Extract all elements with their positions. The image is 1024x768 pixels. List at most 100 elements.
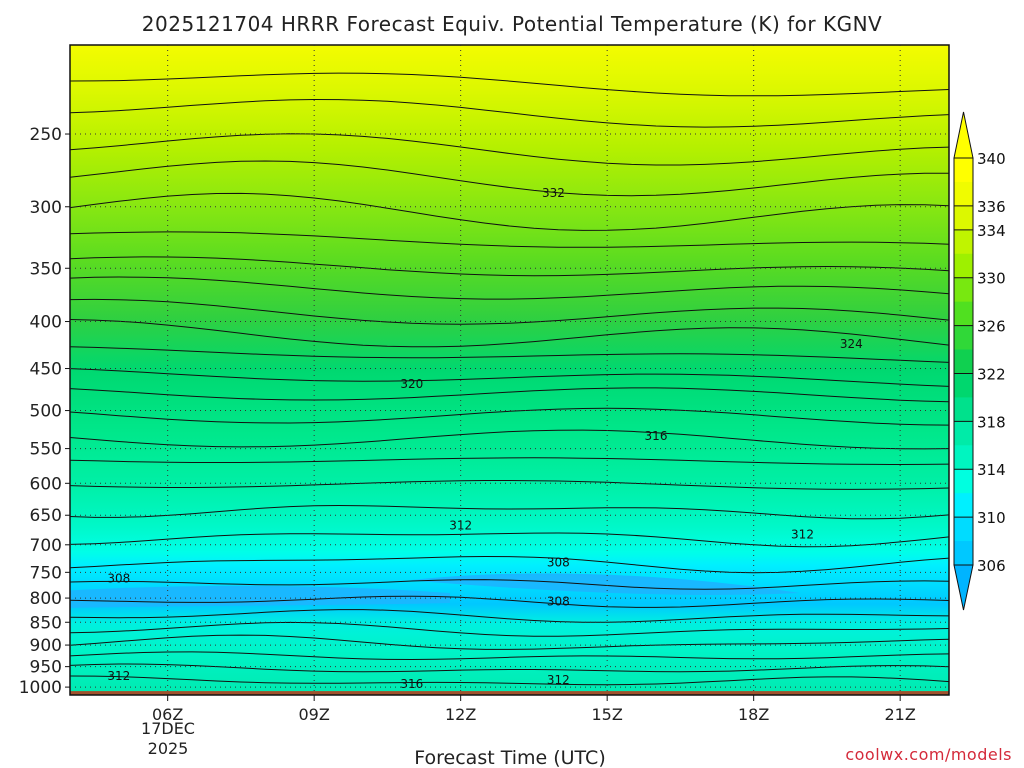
ground-strip — [70, 691, 949, 695]
colorbar-segment — [954, 229, 973, 255]
x-tick-label: 18Z — [738, 705, 769, 724]
x-date-year: 2025 — [148, 739, 189, 758]
contour-line — [69, 663, 950, 673]
colorbar-segment — [954, 469, 973, 494]
contour-label: 308 — [547, 595, 570, 609]
contour-line — [69, 609, 950, 623]
colorbar-segment — [954, 181, 973, 207]
y-tick-label: 300 — [30, 198, 62, 218]
credit-text: coolwx.com/models — [845, 745, 1012, 764]
colorbar-segment — [954, 325, 973, 351]
contour-label: 316 — [400, 677, 423, 691]
contour-line — [69, 160, 950, 197]
contour-label: 312 — [547, 673, 570, 687]
contour-line — [69, 133, 950, 166]
colorbar-label: 340 — [977, 150, 1006, 168]
contour-label: 308 — [107, 572, 130, 586]
x-tick-label: 06Z — [152, 705, 183, 724]
colorbar-segment — [954, 541, 973, 566]
y-tick-label: 700 — [30, 536, 62, 556]
contour-line — [69, 98, 950, 128]
contour-line — [69, 634, 950, 650]
colorbar-segment — [954, 205, 973, 231]
y-tick-label: 800 — [30, 589, 62, 609]
contour-line — [69, 480, 950, 490]
y-tick-label: 550 — [30, 440, 62, 460]
x-date-day: 17DEC — [141, 719, 195, 738]
colorbar-segment — [954, 421, 973, 446]
contour-label: 308 — [547, 556, 570, 570]
contour-label: 320 — [400, 377, 423, 391]
colorbar-segment — [954, 277, 973, 303]
y-tick-label: 750 — [30, 563, 62, 583]
colorbar-segment — [954, 397, 973, 422]
chart-title: 2025121704 HRRR Forecast Equiv. Potentia… — [142, 12, 882, 36]
colorbar-segment — [954, 373, 973, 398]
contour-line — [69, 276, 950, 300]
colorbar-label: 314 — [977, 461, 1006, 479]
y-tick-label: 600 — [30, 474, 62, 494]
contour-line — [69, 256, 950, 277]
y-tick-label: 1000 — [19, 678, 62, 698]
colorbar-arrow-bottom — [953, 564, 974, 611]
contour-label: 324 — [840, 337, 863, 351]
contour-line — [69, 298, 950, 325]
contour-line — [69, 368, 950, 387]
contour-line — [69, 457, 950, 466]
colorbar: 306 310 314 318 322 326 330 334 336 340 — [953, 111, 1006, 611]
y-tick-label: 650 — [30, 506, 62, 526]
contour-line — [69, 407, 950, 426]
y-tick-label: 450 — [30, 360, 62, 380]
contour-line — [69, 429, 950, 450]
contour-line — [69, 387, 950, 403]
x-axis-label: Forecast Time (UTC) — [414, 747, 605, 768]
plot-frame — [69, 44, 950, 696]
grid — [70, 45, 949, 695]
x-tick-label: 09Z — [299, 705, 330, 724]
contour-line — [69, 595, 950, 608]
colorbar-segment — [954, 301, 973, 327]
y-tick-label: 900 — [30, 636, 62, 656]
contour-line — [69, 675, 950, 686]
colorbar-arrow-top — [953, 111, 974, 159]
contour-line — [69, 72, 950, 97]
y-axis: 250 300 350 400 450 500 550 600 650 700 750 800 850 9… — [19, 125, 70, 698]
contour-line — [69, 579, 950, 590]
colorbar-label: 322 — [977, 365, 1006, 383]
x-tick-label: 15Z — [592, 705, 623, 724]
x-axis: 06Z 09Z 12Z 15Z 18Z 21Z — [152, 695, 916, 724]
colorbar-label: 318 — [977, 413, 1006, 431]
y-tick-label: 950 — [30, 658, 62, 678]
y-tick-label: 850 — [30, 613, 62, 633]
contour-label: 332 — [542, 186, 565, 200]
contour-line — [69, 555, 950, 574]
colorbar-label: 306 — [977, 557, 1006, 575]
contour-line — [69, 504, 950, 520]
colorbar-label: 326 — [977, 318, 1006, 336]
colorbar-segment — [954, 349, 973, 374]
contour-label: 312 — [107, 669, 130, 683]
contour-line — [69, 231, 950, 248]
y-tick-label: 350 — [30, 259, 62, 279]
x-tick-label: 21Z — [885, 705, 916, 724]
colorbar-segment — [954, 158, 973, 183]
colorbar-label: 330 — [977, 270, 1006, 288]
colorbar-label: 336 — [977, 198, 1006, 216]
contour-line — [69, 532, 950, 548]
colorbar-label: 310 — [977, 509, 1006, 527]
contour-label: 312 — [791, 527, 814, 541]
y-tick-label: 250 — [30, 125, 62, 145]
colorbar-segment — [954, 253, 973, 279]
colorbar-segment — [954, 517, 973, 542]
colorbar-segment — [954, 445, 973, 470]
contour-line — [69, 346, 950, 363]
contour-line — [69, 651, 950, 661]
y-tick-label: 400 — [30, 313, 62, 333]
colorbar-label: 334 — [977, 222, 1006, 240]
contour-line — [69, 621, 950, 637]
contour-line — [69, 319, 950, 348]
colorbar-segment — [954, 493, 973, 518]
x-tick-label: 12Z — [445, 705, 476, 724]
